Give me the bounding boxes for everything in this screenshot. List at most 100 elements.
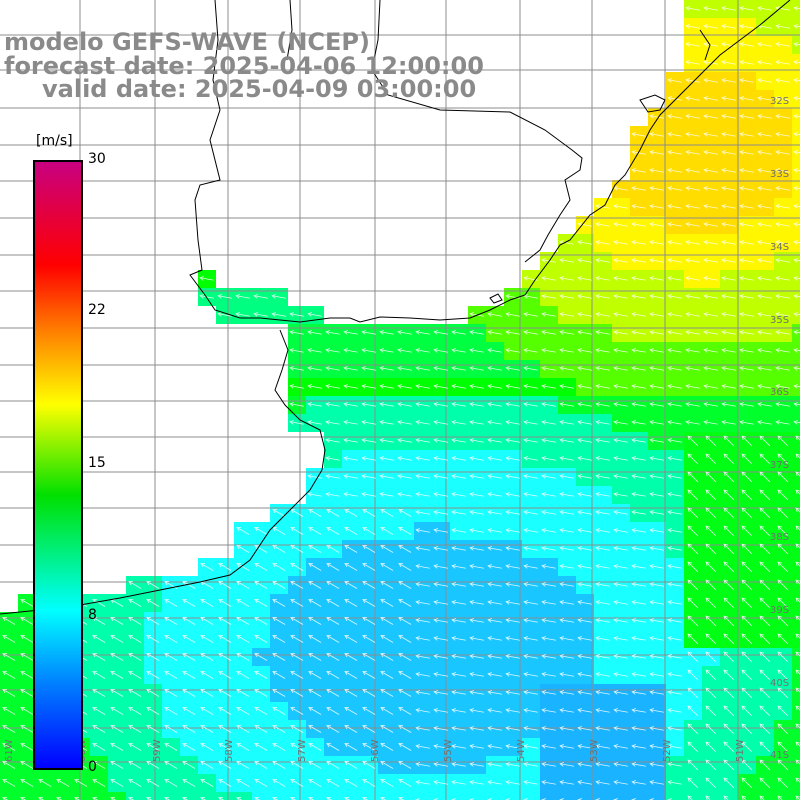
wind-cell (792, 702, 800, 720)
wind-arrow (487, 762, 502, 767)
wind-arrow (685, 240, 700, 245)
wind-arrow (92, 779, 106, 787)
wind-arrow (541, 618, 556, 623)
wind-arrow (649, 582, 664, 587)
wind-arrow (415, 708, 430, 713)
wind-arrow (613, 582, 628, 587)
wind-arrow (775, 330, 790, 335)
wind-arrow (795, 759, 800, 765)
wind-arrow (613, 258, 628, 263)
wind-arrow (164, 707, 178, 715)
wind-arrow (685, 42, 700, 47)
wind-arrow (344, 509, 358, 517)
wind-arrow (595, 258, 610, 263)
longitude-label: 57W (297, 739, 308, 762)
wind-arrow (577, 654, 592, 659)
wind-arrow (541, 600, 556, 605)
wind-arrow (541, 654, 556, 659)
wind-arrow (326, 509, 340, 517)
wind-arrow (739, 348, 754, 353)
wind-arrow (631, 384, 646, 389)
wind-arrow (723, 741, 735, 753)
wind-arrow (505, 366, 520, 371)
wind-arrow (325, 492, 340, 497)
wind-arrow (362, 653, 376, 661)
wind-arrow (541, 528, 556, 533)
wind-arrow (146, 725, 160, 733)
wind-arrow (398, 635, 412, 643)
wind-cell (792, 684, 800, 702)
wind-arrow (667, 402, 682, 407)
wind-arrow (469, 330, 484, 335)
wind-arrow (721, 222, 736, 227)
wind-arrow (577, 222, 592, 227)
wind-arrow (723, 669, 735, 681)
wind-arrow (487, 528, 502, 533)
wind-arrow (164, 761, 178, 769)
wind-arrow (649, 672, 664, 677)
wind-arrow (2, 707, 16, 715)
wind-arrow (757, 222, 772, 227)
wind-arrow (757, 312, 772, 317)
wind-arrow (218, 635, 232, 643)
wind-arrow (362, 725, 376, 733)
wind-arrow (272, 707, 286, 715)
wind-arrow (739, 330, 754, 335)
wind-arrow (415, 438, 430, 443)
wind-cell (180, 792, 198, 800)
wind-arrow (398, 545, 412, 553)
wind-arrow (613, 402, 628, 407)
wind-arrow (541, 510, 556, 515)
wind-arrow (307, 474, 322, 479)
wind-arrow (631, 564, 646, 569)
latitude-label: 37S (770, 460, 789, 471)
wind-arrow (451, 330, 466, 335)
wind-arrow (687, 633, 699, 645)
wind-arrow (757, 42, 772, 47)
wind-cell (108, 792, 126, 800)
wind-arrow (793, 24, 800, 29)
wind-arrow (146, 599, 160, 607)
wind-arrow (723, 723, 735, 735)
wind-arrow (451, 456, 466, 461)
wind-arrow (703, 240, 718, 245)
wind-arrow (379, 474, 394, 479)
wind-arrow (433, 348, 448, 353)
wind-arrow (128, 689, 142, 697)
wind-cell (792, 666, 800, 684)
wind-arrow (775, 240, 790, 245)
wind-arrow (703, 258, 718, 263)
longitude-label: 53W (589, 739, 600, 762)
wind-arrow (631, 528, 646, 533)
wind-arrow (757, 258, 772, 263)
wind-arrow (705, 759, 717, 771)
wind-arrow (757, 402, 772, 407)
wind-arrow (380, 779, 394, 787)
wind-arrow (667, 564, 682, 569)
wind-arrow (613, 672, 628, 677)
wind-arrow (741, 723, 753, 735)
wind-arrow (344, 653, 358, 661)
wind-arrow (344, 743, 358, 751)
wind-arrow (469, 708, 484, 713)
wind-arrow (487, 492, 502, 497)
wind-arrow (469, 438, 484, 443)
wind-cell (450, 792, 468, 800)
wind-arrow (759, 741, 771, 753)
wind-arrow (595, 528, 610, 533)
wind-arrow (415, 528, 430, 533)
wind-arrow (793, 150, 800, 155)
wind-arrow (759, 471, 771, 483)
wind-arrow (362, 581, 376, 589)
wind-arrow (254, 653, 268, 661)
wind-arrow (343, 366, 358, 371)
wind-arrow (398, 581, 412, 589)
wind-arrow (685, 132, 700, 137)
wind-arrow (667, 582, 682, 587)
wind-arrow (667, 276, 682, 281)
wind-arrow (290, 761, 304, 769)
wind-arrow (777, 489, 789, 501)
wind-arrow (631, 600, 646, 605)
wind-arrow (649, 528, 664, 533)
wind-arrow (723, 651, 735, 663)
